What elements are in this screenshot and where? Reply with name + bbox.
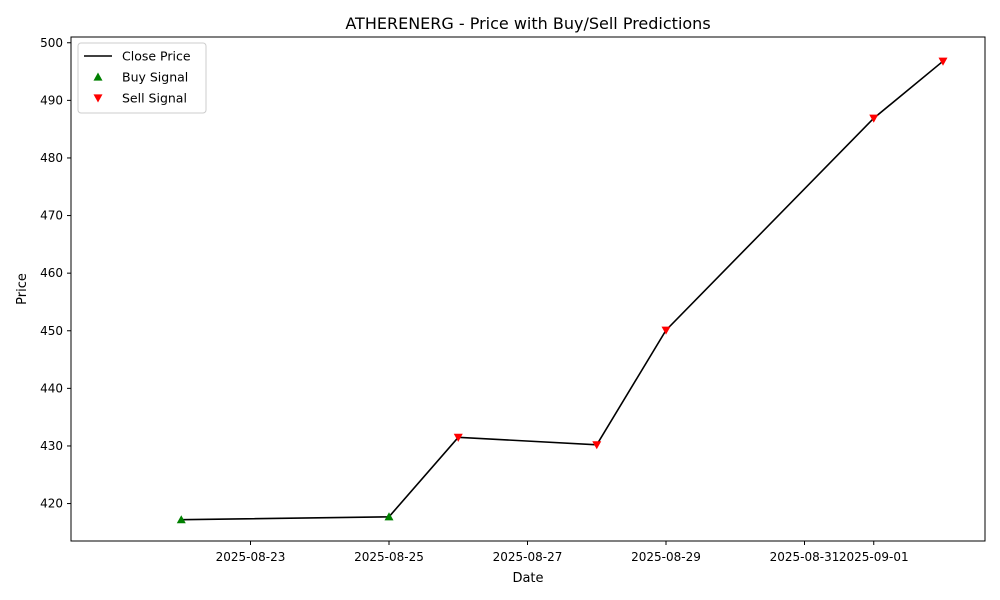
sell-signal-marker: [661, 326, 671, 335]
x-tick-label: 2025-08-31: [770, 550, 840, 564]
y-tick-label: 480: [40, 151, 63, 165]
y-axis-label: Price: [15, 273, 30, 305]
y-tick-label: 450: [40, 324, 63, 338]
legend-buy-swatch: [93, 72, 103, 81]
y-tick-label: 490: [40, 93, 63, 107]
sell-signal-marker: [592, 441, 602, 450]
close-price-line: [181, 60, 944, 521]
plot-series: [176, 57, 948, 524]
legend-box: [77, 42, 207, 114]
plot-frame: [70, 36, 986, 542]
y-tick-label: 430: [40, 439, 63, 453]
legend-label: Close Price: [122, 49, 191, 64]
y-tick-label: 460: [40, 266, 63, 280]
buy-signal-marker: [384, 512, 394, 521]
chart-title: ATHERENERG - Price with Buy/Sell Predict…: [345, 14, 710, 33]
x-tick-label: 2025-08-27: [493, 550, 563, 564]
x-axis: 2025-08-23 2025-08-25 2025-08-27 2025-08-29…: [216, 541, 909, 564]
legend-sell-swatch: [93, 94, 103, 103]
x-tick-label: 2025-09-01: [839, 550, 909, 564]
legend-label: Buy Signal: [122, 70, 188, 85]
buy-signal-marker: [176, 515, 186, 524]
sell-signal-marker: [869, 114, 879, 123]
y-tick-label: 470: [40, 209, 63, 223]
y-axis: 420 430 440 450 460 470 480 490 500: [40, 36, 71, 511]
y-tick-label: 440: [40, 381, 63, 395]
x-tick-label: 2025-08-25: [354, 550, 424, 564]
x-axis-label: Date: [512, 571, 543, 586]
legend-label: Sell Signal: [122, 91, 187, 106]
y-tick-label: 500: [40, 36, 63, 50]
legend: Close Price Buy Signal Sell Signal: [77, 42, 207, 114]
y-tick-label: 420: [40, 497, 63, 511]
x-tick-label: 2025-08-29: [631, 550, 701, 564]
sell-signal-marker: [938, 57, 948, 66]
x-tick-label: 2025-08-23: [216, 550, 286, 564]
sell-signal-marker: [453, 433, 463, 442]
